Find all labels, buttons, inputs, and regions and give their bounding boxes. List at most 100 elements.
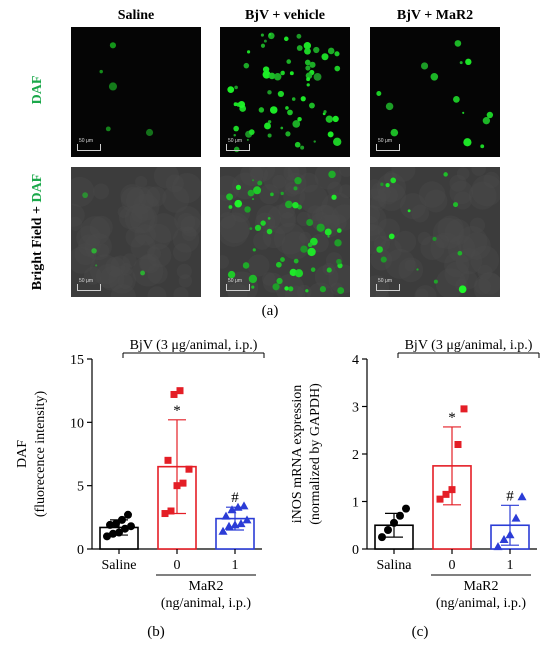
background-texture [273,222,306,255]
fluorescent-cell [284,286,289,291]
background-texture [74,243,97,266]
data-point [390,518,398,527]
background-texture [299,184,329,214]
fluorescent-cell [270,192,274,197]
background-texture [147,286,167,297]
background-texture [176,263,192,279]
fluorescent-cell [294,141,301,148]
fluorescent-cell [267,133,272,138]
scale-bar [77,284,101,291]
background-texture [177,212,196,232]
fluorescent-cell [267,216,271,220]
background-texture [385,248,416,279]
fluorescent-cell [260,220,266,226]
fluorescent-cell [385,183,390,188]
data-point [402,504,410,513]
background-texture [284,172,307,195]
background-texture [434,234,450,249]
background-texture [430,232,462,264]
fluorescent-cell [293,258,299,264]
background-texture [272,174,287,189]
fluorescent-cell [416,268,419,271]
fluorescent-cell [380,182,384,186]
background-texture [338,167,350,177]
background-texture [263,167,295,194]
x-tick-label: 0 [449,558,456,573]
background-texture [231,172,259,200]
fluorescent-cell [305,289,309,293]
fluorescent-cell [108,82,118,91]
background-texture [130,234,156,260]
caption-a: (a) [261,303,279,319]
fluorescent-cell [325,115,334,123]
y-tick-label: 5 [77,480,84,495]
fluorescent-cell [296,33,302,39]
fluorescent-cell [140,270,146,276]
background-texture [370,224,380,242]
bracket-label: BjV (3 μg/animal, i.p.) [405,338,533,353]
background-texture [131,205,149,224]
data-point [505,530,515,539]
fluorescence-dots [376,40,494,149]
fluorescent-cell [304,47,311,55]
fluorescent-cell [233,125,239,132]
fluorescent-cell [296,45,303,51]
significance-marker: # [506,488,514,504]
fluorescent-cell [388,233,395,240]
fluorescent-cell [306,219,314,226]
data-point [378,533,386,542]
data-point [173,482,181,490]
background-texture [324,214,340,230]
fluorescent-cell [306,83,310,87]
row-label-brightfield-daf: Bright Field + DAF [30,162,46,302]
data-point [112,519,120,528]
y-tick-label: 0 [352,543,359,558]
fluorescent-cell [457,250,463,256]
fluorescent-cell [482,117,491,125]
background-texture [474,278,491,295]
background-texture [146,246,162,261]
scale-bar [77,144,101,151]
background-texture [307,205,324,222]
fluorescent-cell [285,106,289,110]
background-texture [165,174,184,193]
background-texture [370,205,387,236]
fluorescent-cell [380,256,387,263]
data-point [179,479,187,487]
fluorescent-cell [376,91,382,96]
fluorescent-cell [280,191,284,196]
background-texture [140,253,160,274]
background-texture [180,215,201,237]
column-title-bjv-mar2: BjV + MaR2 [396,8,474,23]
fluorescent-cell [249,227,253,231]
fluorescent-cell [334,239,342,247]
data-point [167,507,175,515]
background-texture [449,180,474,205]
fluorescent-cell [244,206,251,213]
y-tick-label: 1 [352,496,359,511]
background-texture [240,167,264,187]
data-point [221,511,231,520]
background-texture [449,174,467,192]
fluorescent-cell [463,138,472,147]
fluorescent-cell [432,236,437,241]
data-point [109,529,117,538]
fluorescent-cell [480,144,485,149]
background-texture [453,191,472,210]
fluorescent-cell [251,285,255,289]
fluorescent-cell [105,126,111,132]
background-texture [415,288,429,297]
fluorescent-cell [262,70,271,79]
fluorescent-cell [263,39,267,43]
fluorescent-cell [227,270,236,279]
fluorescent-cell [300,96,306,102]
fluorescence-dots [220,167,350,297]
fluorescent-cell [254,224,262,231]
background-texture [135,175,148,189]
fluorescent-cell [454,40,462,47]
background-texture [447,234,476,263]
scale-bar-label: 50 μm [79,138,93,144]
data-point [127,522,135,531]
background-texture [117,205,130,218]
fluorescence-dots [227,32,342,153]
